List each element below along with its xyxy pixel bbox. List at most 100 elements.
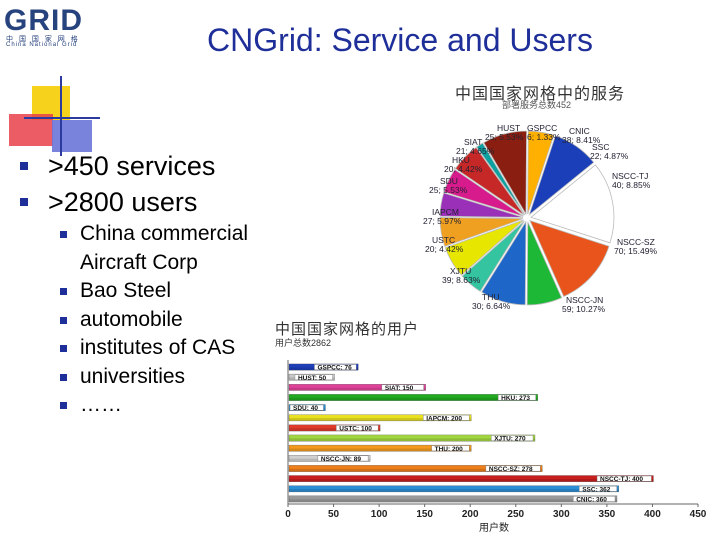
- pie-label: HUST: [497, 123, 521, 133]
- sub-bullet-baosteel: Bao Steel: [60, 277, 250, 306]
- sub-bullet-text: institutes of CAS: [80, 336, 236, 359]
- pie-label: GSPCC: [527, 123, 558, 133]
- bar-group: GSPCC: 76: [288, 363, 359, 372]
- bar-value-label: HKU: 273: [501, 395, 530, 402]
- bullet-square-icon: [20, 198, 28, 206]
- bar-x-tick-label: 250: [507, 509, 524, 520]
- bullet-text: >2800 users: [48, 187, 198, 217]
- pie-label: NSCC-TJ: [612, 171, 649, 181]
- bar-group: THU: 200: [288, 444, 472, 453]
- bar-shade: [289, 448, 472, 452]
- bullet-text: >450 services: [48, 151, 216, 181]
- bar-value-label: CNIC: 360: [576, 497, 607, 504]
- logo-text: GRID: [4, 4, 83, 37]
- logo-subtitle-cn: 中 国 国 家 网 格: [6, 36, 80, 43]
- pie-label: CNIC: [569, 126, 590, 136]
- pie-label: NSCC-JN: [566, 295, 604, 305]
- cngrid-logo: GRID 中 国 国 家 网 格 China National Grid: [4, 4, 124, 48]
- bar-shade: [289, 468, 543, 472]
- pie-label: 39; 8.63%: [442, 275, 481, 285]
- bar-group: NSCC-SZ: 278: [288, 465, 543, 473]
- bar-value-box: [381, 384, 424, 391]
- pie-label: IAPCM: [432, 207, 459, 217]
- bullet-users: >2800 users: [20, 184, 280, 220]
- bar-group: NSCC-JN: 89: [288, 455, 371, 463]
- pie-label: 22; 4.87%: [590, 151, 629, 161]
- bar-x-tick-label: 400: [644, 509, 661, 520]
- bar-shade: [289, 499, 617, 503]
- pie-label: 59; 10.27%: [562, 304, 606, 314]
- bar-value-box: [317, 455, 369, 462]
- pie-label: 40; 8.85%: [612, 180, 651, 190]
- pie-chart-subtitle: 部署服务总数452: [502, 100, 572, 110]
- bar-siat: [288, 384, 426, 391]
- pie-label: SDU: [440, 176, 458, 186]
- deco-vertical-line: [60, 76, 62, 156]
- bar-shade: [289, 367, 359, 371]
- pie-label: 20; 4.42%: [444, 164, 483, 174]
- bar-value-label: IAPCM: 200: [426, 415, 462, 422]
- pie-label: 70; 15.49%: [614, 246, 658, 256]
- bar-value-box: [596, 475, 652, 482]
- bar-x-tick-label: 450: [690, 509, 707, 520]
- bar-value-label: XJTU: 270: [494, 436, 526, 443]
- deco-blue-square: [52, 120, 92, 152]
- pie-slice-nscc-tj: [528, 135, 595, 216]
- sub-bullet-text: China commercial Aircraft Corp: [80, 222, 249, 274]
- bar-value-label: NSCC-JN: 89: [321, 456, 361, 463]
- sub-bullet-text: universities: [80, 364, 186, 388]
- bar-value-box: [289, 404, 324, 411]
- pie-label: SSC: [592, 142, 610, 152]
- bullet-square-icon: [60, 345, 67, 352]
- bar-value-label: NSCC-TJ: 400: [600, 476, 643, 483]
- bar-group: HUST: 50: [288, 373, 335, 382]
- pie-label: NSCC-SZ: [617, 237, 655, 247]
- bar-value-label: USTC: 100: [339, 426, 372, 433]
- bar-x-tick-label: 350: [599, 509, 616, 520]
- bar-nscc-sz: [288, 465, 543, 472]
- bar-chart-subtitle: 用户总数2862: [275, 338, 332, 348]
- bar-x-tick-label: 100: [371, 509, 388, 520]
- pie-label: USTC: [432, 235, 456, 245]
- bar-x-tick-label: 150: [416, 509, 433, 520]
- bar-group: CNIC: 360: [288, 495, 618, 504]
- bar-value-box: [485, 465, 541, 472]
- bar-value-label: NSCC-SZ: 278: [489, 466, 533, 473]
- bar-value-label: SDU: 40: [293, 405, 318, 412]
- pie-label: THU: [482, 292, 500, 302]
- sub-bullet-cas: institutes of CAS: [60, 334, 250, 363]
- bar-value-box: [314, 364, 357, 370]
- bar-value-box: [423, 414, 470, 421]
- sub-bullet-automobile: automobile: [60, 306, 250, 335]
- bar-group: SIAT: 150: [288, 384, 426, 392]
- bar-hku: [288, 394, 538, 401]
- bar-value-box: [573, 496, 616, 502]
- bar-value-box: [294, 374, 333, 381]
- pie-label: 30; 6.64%: [472, 301, 511, 311]
- pie-label: HKU: [452, 155, 470, 165]
- bar-shade: [289, 387, 426, 391]
- bar-value-label: THU: 200: [435, 446, 464, 453]
- bar-shade: [289, 458, 371, 462]
- bullet-square-icon: [60, 373, 67, 381]
- bullet-square-icon: [60, 231, 67, 238]
- sub-bullet-text: ……: [80, 393, 122, 416]
- bar-shade: [289, 428, 381, 432]
- bar-value-label: SSC: 362: [582, 486, 611, 493]
- bar-group: SSC: 362: [288, 485, 619, 493]
- pie-label: SIAT: [464, 137, 483, 147]
- bullet-square-icon: [20, 162, 28, 170]
- bar-value-box: [491, 435, 534, 441]
- bar-value-box: [431, 445, 470, 452]
- bar-iapcm: [288, 414, 472, 422]
- bar-x-tick-label: 0: [285, 509, 291, 520]
- bar-cnic: [288, 495, 618, 503]
- pie-label: 20; 4.42%: [425, 244, 464, 254]
- bar-shade: [289, 478, 654, 482]
- bar-thu: [288, 444, 472, 452]
- bar-nscc-jn: [288, 455, 371, 462]
- bar-gspcc: [288, 363, 359, 371]
- bar-sdu: [288, 404, 326, 411]
- sub-bullet-universities: universities: [60, 363, 250, 392]
- pie-label: 38; 8.41%: [562, 135, 601, 145]
